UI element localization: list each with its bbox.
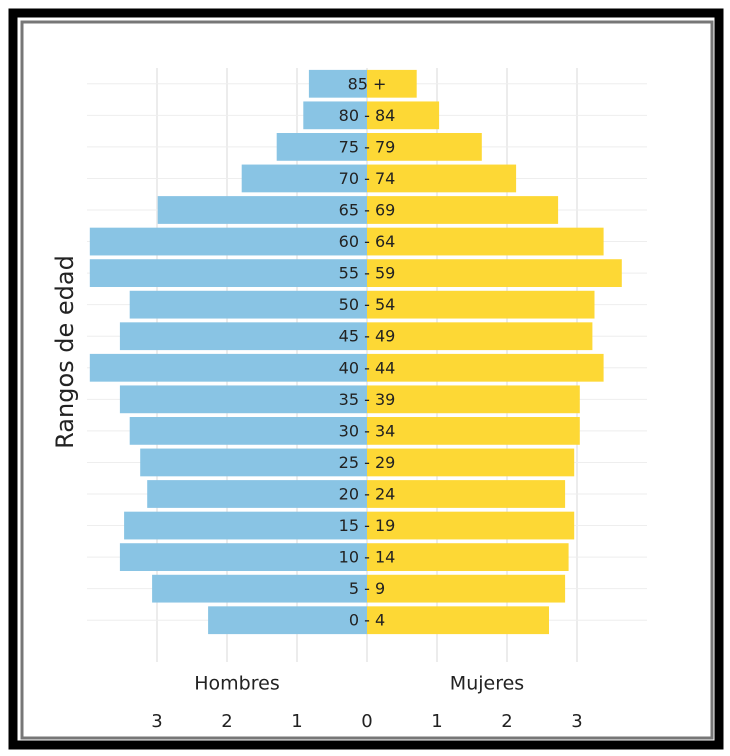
bar xyxy=(276,133,367,161)
bar xyxy=(208,606,367,635)
bar xyxy=(367,385,580,414)
bar xyxy=(89,227,368,256)
category-label: 80 - 84 xyxy=(339,106,396,125)
x-tick-label: 0 xyxy=(361,711,372,732)
x-tick-label: 3 xyxy=(151,711,162,732)
category-label: 45 - 49 xyxy=(339,327,396,346)
bar xyxy=(140,448,367,477)
bar xyxy=(367,543,569,571)
bar xyxy=(124,511,367,540)
category-label: 60 - 64 xyxy=(339,232,396,251)
bar xyxy=(119,322,368,351)
category-label: 65 - 69 xyxy=(339,201,396,220)
category-label: 5 - 9 xyxy=(349,579,385,598)
legend-label: Hombres xyxy=(194,673,279,695)
bar xyxy=(367,574,566,603)
bar xyxy=(119,385,368,414)
bar xyxy=(89,259,368,287)
category-label: 55 - 59 xyxy=(339,264,396,283)
category-label: 50 - 54 xyxy=(339,295,396,314)
bar xyxy=(152,574,367,603)
bar xyxy=(241,164,367,193)
bar xyxy=(367,259,622,287)
bar xyxy=(367,448,575,477)
x-tick-label: 2 xyxy=(501,711,512,732)
bar xyxy=(367,227,604,256)
category-label: 25 - 29 xyxy=(339,453,396,472)
bar xyxy=(367,511,575,540)
bar xyxy=(367,417,580,445)
bar xyxy=(129,417,367,445)
frame-inner xyxy=(20,20,714,740)
legend-label: Mujeres xyxy=(450,673,524,695)
x-tick-label: 2 xyxy=(221,711,232,732)
category-label: 10 - 14 xyxy=(339,548,396,567)
category-label: 40 - 44 xyxy=(339,358,396,377)
bar xyxy=(308,69,367,98)
bar xyxy=(367,480,566,508)
bar xyxy=(367,290,595,319)
category-label: 0 - 4 xyxy=(349,611,385,630)
bar xyxy=(147,480,367,508)
category-label: 15 - 19 xyxy=(339,516,396,535)
bar xyxy=(367,606,549,635)
bar xyxy=(367,322,593,351)
category-label: 85 + xyxy=(348,74,387,93)
category-label: 20 - 24 xyxy=(339,485,396,504)
bar xyxy=(367,133,482,161)
bar xyxy=(367,164,517,193)
bar xyxy=(129,290,367,319)
bar xyxy=(157,196,367,224)
x-tick-label: 3 xyxy=(571,711,582,732)
bar xyxy=(89,353,368,382)
bar xyxy=(367,101,440,130)
x-tick-label: 1 xyxy=(431,711,442,732)
frame xyxy=(8,8,724,750)
category-label: 70 - 74 xyxy=(339,169,396,188)
bar xyxy=(367,69,417,98)
category-label: 35 - 39 xyxy=(339,390,396,409)
bar xyxy=(367,353,604,382)
category-label: 75 - 79 xyxy=(339,137,396,156)
bar xyxy=(119,543,368,571)
bar xyxy=(367,196,559,224)
y-axis-label: Rangos de edad xyxy=(51,255,79,449)
bar xyxy=(303,101,367,130)
category-label: 30 - 34 xyxy=(339,421,396,440)
x-tick-label: 1 xyxy=(291,711,302,732)
